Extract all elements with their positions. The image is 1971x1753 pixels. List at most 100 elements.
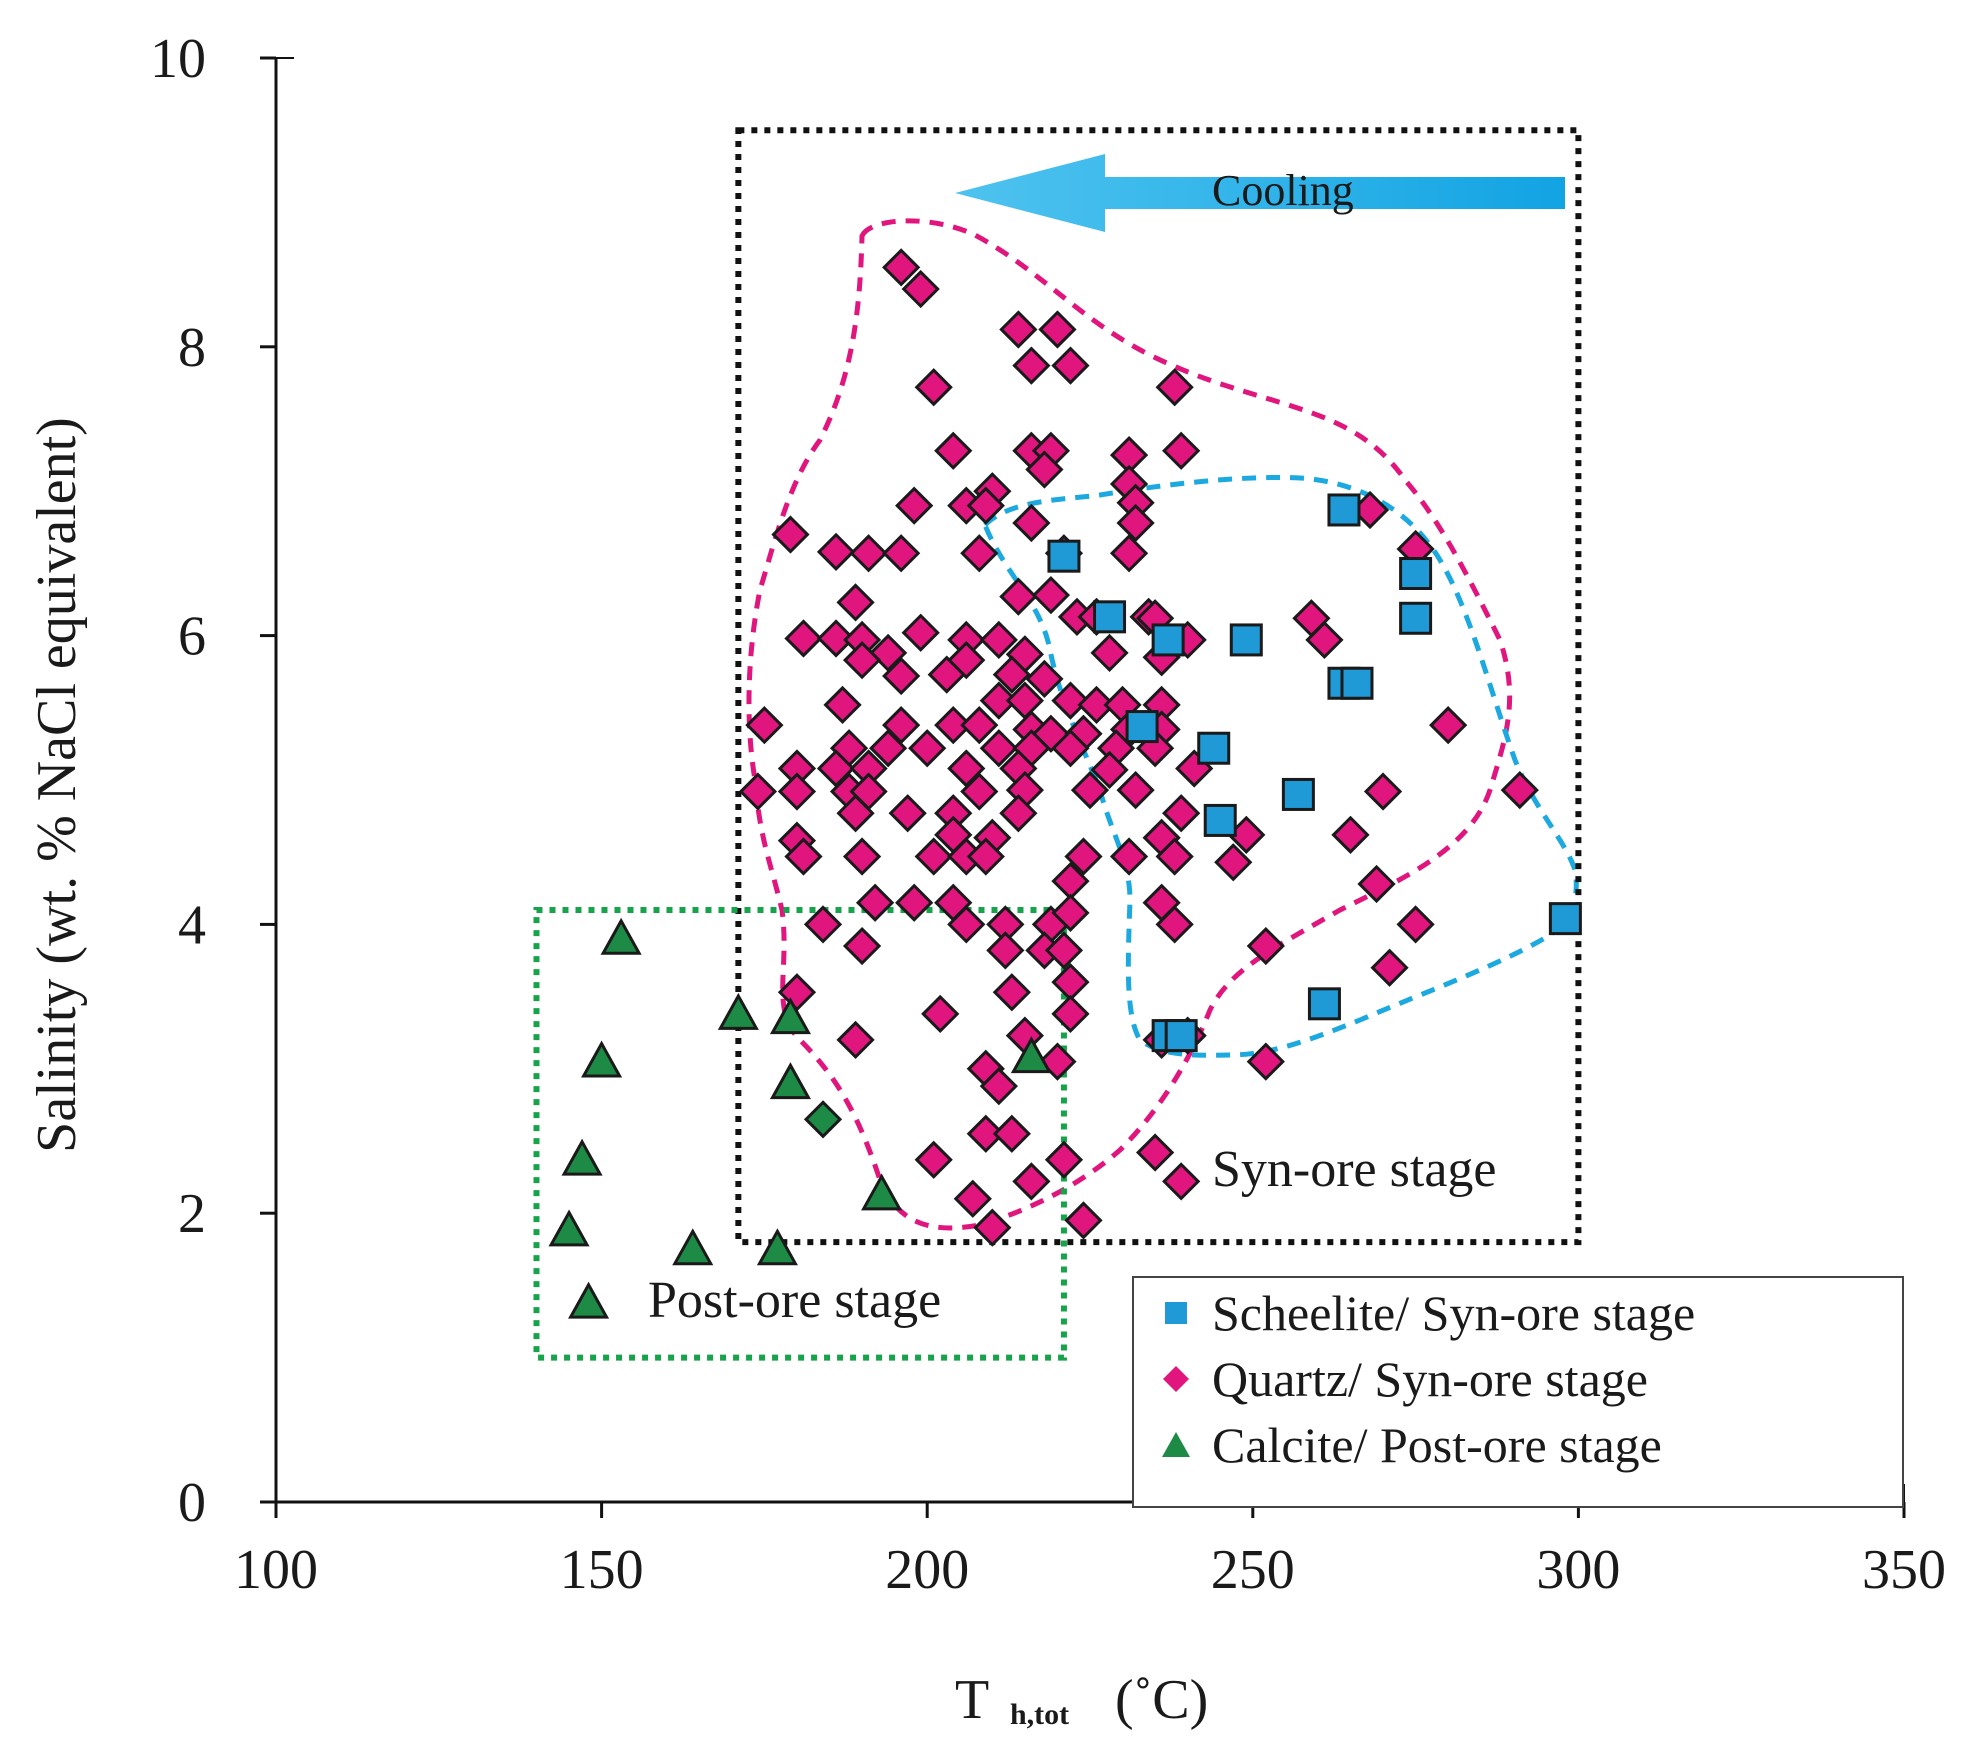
quartz-point	[1116, 770, 1155, 810]
quartz-point	[738, 772, 778, 811]
quartz-point	[777, 772, 817, 811]
quartz-point	[1370, 948, 1409, 987]
cooling-arrow-shape	[955, 154, 1565, 232]
scheelite-point	[1047, 539, 1081, 573]
quartz-point	[1500, 770, 1539, 810]
quartz-point	[947, 749, 986, 788]
quartz-point	[771, 515, 810, 554]
quartz-point	[816, 619, 856, 658]
calcite-point	[600, 917, 642, 955]
legend-items: Scheelite/ Syn-ore stage Quartz/ Syn-ore …	[1162, 1285, 1695, 1473]
scheelite-point	[1229, 623, 1263, 657]
quartz-point	[1357, 864, 1396, 904]
calcite-point	[568, 1281, 610, 1319]
quartz-point	[1051, 729, 1090, 768]
calcite-point	[756, 1228, 798, 1266]
x-ticks: 100 150 200 250 300 350	[234, 1502, 1946, 1601]
quartz-point	[1162, 794, 1201, 833]
x-axis-title-unit: (˚C)	[1115, 1669, 1208, 1731]
quartz-point	[901, 613, 940, 652]
quartz-point	[1044, 931, 1084, 970]
quartz-point	[882, 706, 921, 745]
quartz-point	[1109, 534, 1149, 573]
y-ticks: 0 2 4 6 8 10	[150, 28, 276, 1534]
scheelite-point	[1399, 601, 1433, 635]
y-tick-label: 0	[178, 1472, 206, 1534]
legend-box	[1132, 1276, 1904, 1508]
quartz-point	[960, 772, 999, 811]
data-points	[548, 248, 1582, 1319]
x-axis-title-subscript: h,tot	[1010, 1698, 1069, 1731]
quartz-point	[947, 641, 986, 680]
legend-label: Calcite/ Post-ore stage	[1212, 1417, 1662, 1473]
legend-triangle-icon	[1162, 1432, 1190, 1457]
quartz-point	[1135, 1133, 1175, 1172]
quartz-point	[1246, 926, 1285, 966]
quartz-point	[882, 534, 921, 573]
syn-ore-stage-label: Syn-ore stage	[1212, 1141, 1496, 1198]
x-tick-label: 100	[234, 1539, 318, 1601]
scheelite-point	[1164, 1019, 1198, 1053]
quartz-point	[1077, 685, 1116, 725]
y-tick-label: 4	[178, 894, 206, 956]
y-axis-title: Salinity (wt. % NaCl equivalent)	[26, 417, 88, 1153]
x-tick-label: 150	[560, 1539, 644, 1601]
calcite-point	[861, 1173, 903, 1211]
quartz-point	[986, 931, 1025, 970]
y-tick-label: 8	[178, 317, 206, 379]
calcite-point	[717, 992, 759, 1030]
scheelite-point	[1203, 803, 1237, 837]
scheelite-point	[1327, 493, 1361, 527]
x-axis-title-main: T	[955, 1669, 989, 1731]
quartz-point	[1044, 1140, 1084, 1179]
quartz-point	[784, 837, 823, 876]
legend-diamond-icon	[1163, 1366, 1189, 1392]
quartz-point	[836, 794, 875, 833]
quartz-point	[979, 681, 1018, 720]
quartz-point	[1051, 994, 1090, 1034]
quartz-point	[1429, 706, 1468, 745]
quartz-point	[1064, 1201, 1103, 1240]
quartz-point	[842, 837, 882, 876]
quartz-point	[979, 729, 1018, 768]
scheelite-point	[1151, 623, 1185, 657]
quartz-point	[816, 532, 856, 571]
quartz-point	[1025, 659, 1064, 699]
y-tick-label: 6	[178, 606, 206, 668]
quartz-point	[1162, 431, 1201, 470]
scheelite-point	[1093, 600, 1127, 634]
quartz-point	[1090, 750, 1129, 790]
quartz-point	[999, 310, 1038, 349]
quartz-point	[1051, 963, 1090, 1002]
calcite-diamond-point	[803, 1100, 843, 1139]
quartz-point	[803, 905, 843, 944]
x-axis-title: T h,tot (˚C)	[955, 1669, 1208, 1731]
x-tick-label: 350	[1862, 1539, 1946, 1601]
quartz-point	[1155, 837, 1194, 876]
syn-ore-stage-box	[735, 127, 1582, 1246]
quartz-point	[1155, 368, 1194, 407]
calcite-point	[548, 1209, 590, 1247]
calcite-point	[672, 1228, 714, 1266]
calcite-point	[769, 1062, 811, 1100]
y-tick-label: 2	[178, 1183, 206, 1245]
post-ore-stage-box	[533, 906, 1067, 1361]
quartz-point	[999, 794, 1038, 833]
quartz-point	[953, 1179, 992, 1218]
quartz-point	[1025, 450, 1064, 489]
quartz-point	[842, 641, 882, 680]
legend-label: Quartz/ Syn-ore stage	[1212, 1351, 1648, 1407]
legend: Scheelite/ Syn-ore stage Quartz/ Syn-ore …	[1132, 1276, 1904, 1508]
x-tick-label: 250	[1211, 1539, 1295, 1601]
quartz-point	[784, 619, 823, 658]
quartz-point	[882, 248, 921, 287]
quartz-point	[1331, 815, 1370, 854]
legend-label: Scheelite/ Syn-ore stage	[1212, 1285, 1695, 1341]
quartz-point	[934, 706, 973, 745]
quartz-point	[1051, 346, 1090, 385]
quartz-point	[979, 620, 1018, 660]
quartz-point	[1051, 681, 1090, 720]
quartz-point	[992, 973, 1031, 1012]
quartz-point	[1038, 1042, 1077, 1081]
quartz-point	[1070, 770, 1110, 810]
